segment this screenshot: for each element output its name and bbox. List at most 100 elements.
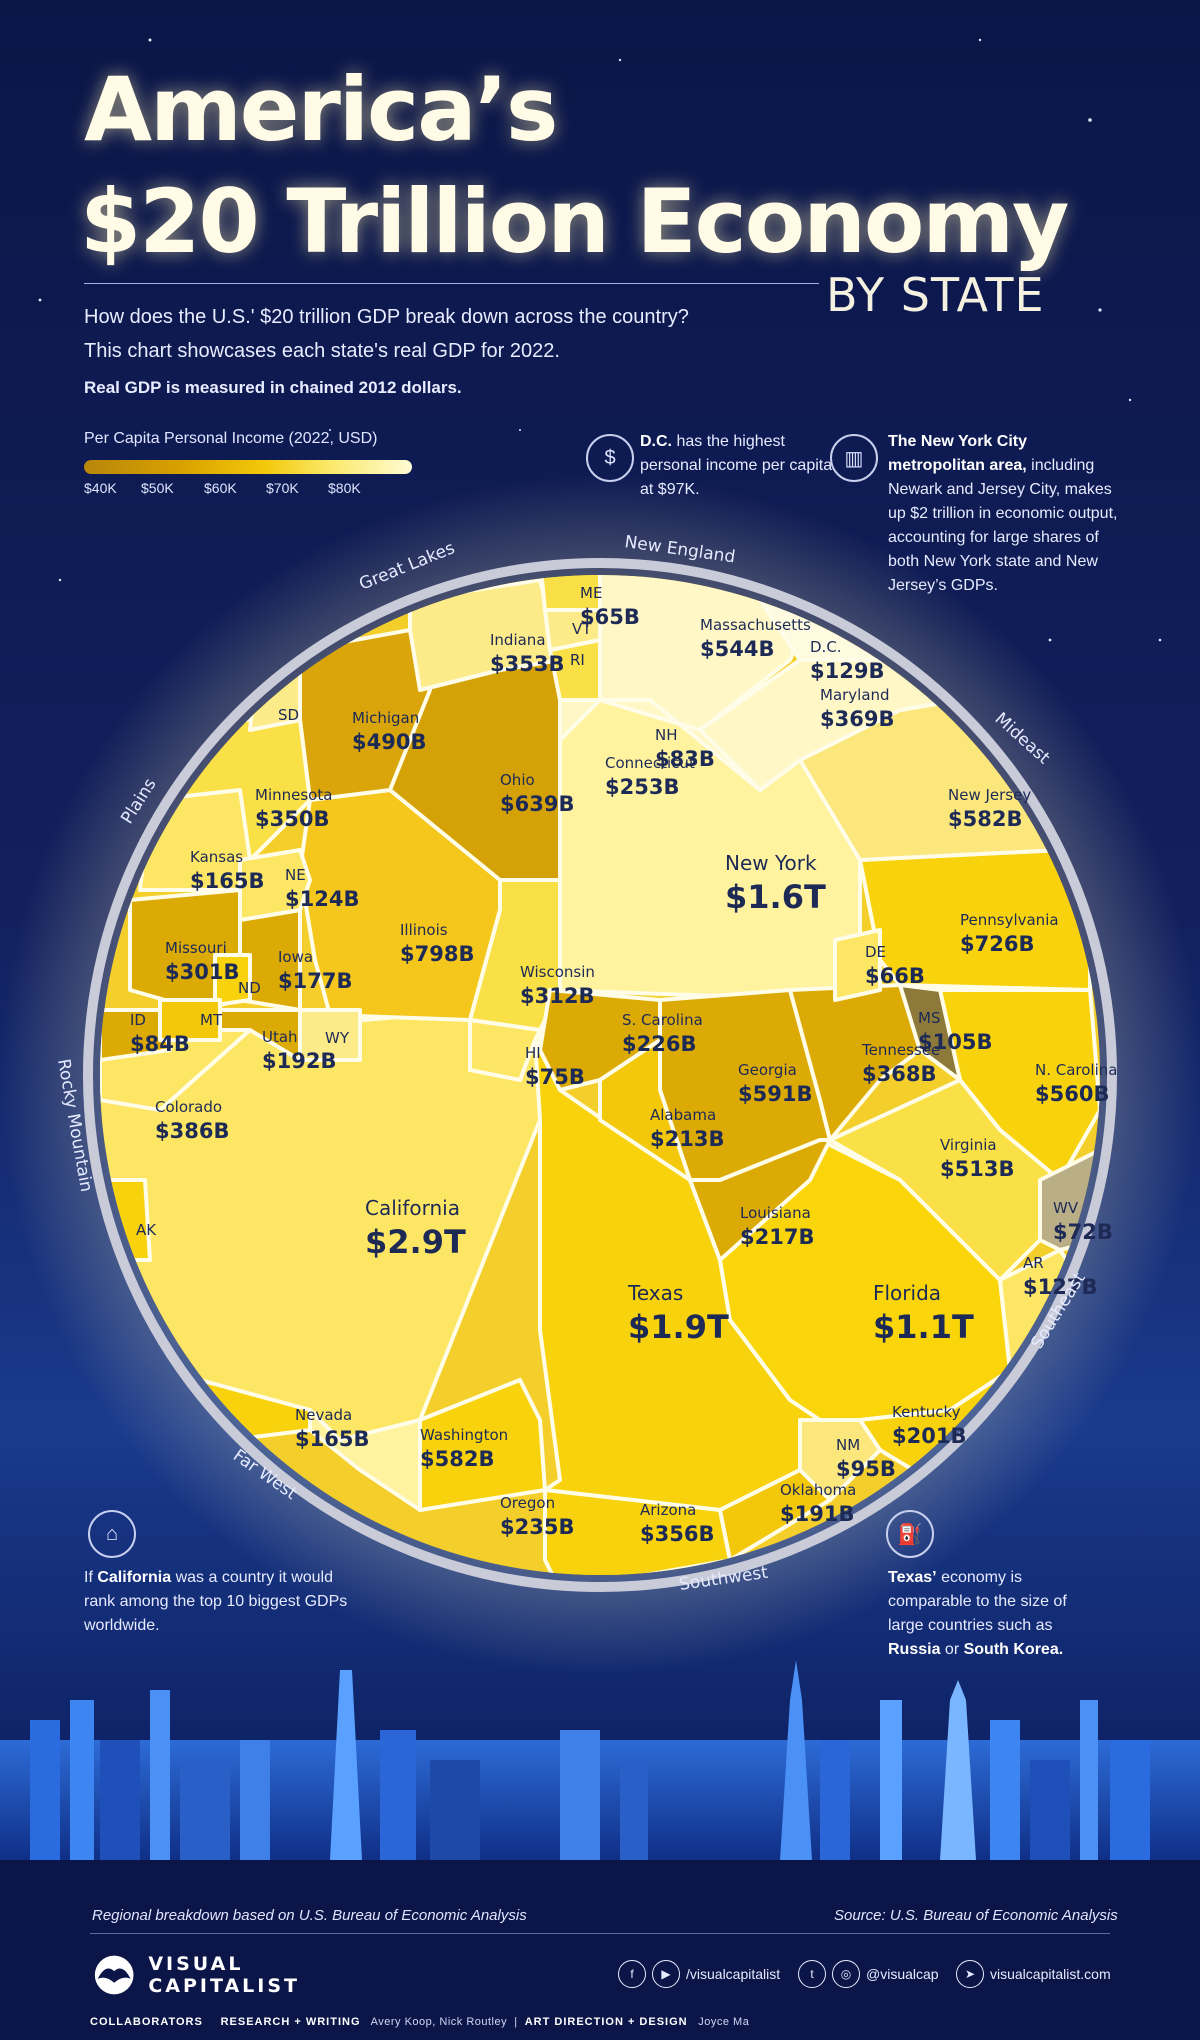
social-youtube-facebook[interactable]: f ▶ /visualcapitalist: [618, 1960, 780, 1988]
state-value-kentucky: $201B: [892, 1424, 966, 1448]
cursor-icon[interactable]: ➤: [956, 1960, 984, 1988]
cell-louisiana: [688, 1138, 832, 1262]
social-twitter-instagram[interactable]: t ◎ @visualcap: [798, 1960, 939, 1988]
state-value-oklahoma: $191B: [780, 1502, 854, 1526]
state-value-nm: $95B: [836, 1457, 896, 1481]
youtube-icon[interactable]: ▶: [652, 1960, 680, 1988]
state-label-california: California: [365, 1196, 460, 1220]
state-value-florida: $1.1T: [873, 1308, 974, 1346]
state-value-s-carolina: $226B: [622, 1032, 696, 1056]
social-handle-1[interactable]: /visualcapitalist: [686, 1966, 781, 1982]
cell-de: [833, 928, 882, 1002]
state-label-missouri: Missouri: [165, 939, 227, 957]
state-label-new-york: New York: [725, 851, 817, 875]
cell-mt: [158, 998, 222, 1042]
cell-wy: [298, 1008, 362, 1062]
state-value-nh: $83B: [655, 747, 715, 771]
state-label-texas: Texas: [627, 1281, 683, 1305]
page-title-line1: America’s: [84, 58, 558, 161]
state-label-d-c: D.C.: [810, 638, 842, 656]
state-value-utah: $192B: [262, 1049, 336, 1073]
state-value-washington: $582B: [420, 1447, 494, 1471]
cell-nm: [798, 1418, 882, 1502]
state-value-me: $65B: [580, 605, 640, 629]
legend-tick: $60K: [204, 480, 237, 496]
state-label-oklahoma: Oklahoma: [780, 1481, 856, 1499]
visual-capitalist-logo[interactable]: VISUAL CAPITALIST: [90, 1950, 300, 2000]
state-label-nm: NM: [836, 1436, 860, 1454]
legend-tick: $50K: [141, 480, 174, 496]
state-label-vt: VT: [572, 620, 592, 638]
instagram-icon[interactable]: ◎: [832, 1960, 860, 1988]
state-labels: California $2.9T Texas $1.9T New York $1.6T Fl…: [130, 584, 1117, 1546]
state-label-kentucky: Kentucky: [892, 1403, 961, 1421]
state-label-oregon: Oregon: [500, 1494, 555, 1512]
state-value-new-york: $1.6T: [725, 878, 826, 916]
state-label-ne: NE: [285, 866, 306, 884]
state-label-florida: Florida: [873, 1281, 941, 1305]
income-icon: $: [586, 434, 634, 482]
state-label-mt: MT: [200, 1011, 223, 1029]
state-label-ak: AK: [136, 1221, 157, 1239]
state-label-iowa: Iowa: [278, 948, 313, 966]
page-subtitle: BY STATE: [826, 268, 1045, 322]
title-divider: [84, 283, 819, 284]
state-label-hi: HI: [525, 1044, 541, 1062]
cell-arizona: [543, 1488, 732, 1575]
social-handle-2[interactable]: @visualcap: [866, 1966, 939, 1982]
cell-nd: [213, 953, 252, 1007]
bridge-icon: ⌂: [88, 1510, 136, 1558]
state-label-ar: AR: [1023, 1254, 1044, 1272]
note-texas-russia: Russia: [888, 1641, 941, 1658]
art-label: ART DIRECTION + DESIGN: [524, 2016, 688, 2028]
state-label-ms: MS: [918, 1009, 940, 1027]
twitter-icon[interactable]: t: [798, 1960, 826, 1988]
state-value-ohio: $639B: [500, 792, 574, 816]
legend-tick: $40K: [84, 480, 117, 496]
state-value-indiana: $353B: [490, 652, 564, 676]
state-value-minnesota: $350B: [255, 807, 329, 831]
state-label-arizona: Arizona: [640, 1501, 696, 1519]
state-value-virginia: $513B: [940, 1157, 1014, 1181]
state-value-kansas: $165B: [190, 869, 264, 893]
state-label-michigan: Michigan: [352, 709, 419, 727]
state-label-tennessee: Tennessee: [861, 1041, 940, 1059]
note-california-pre: If: [84, 1569, 93, 1586]
note-texas-bold: Texas’: [888, 1569, 937, 1586]
website-url[interactable]: visualcapitalist.com: [990, 1966, 1111, 1982]
state-label-illinois: Illinois: [400, 921, 448, 939]
state-label-new-jersey: New Jersey: [948, 786, 1031, 804]
state-cells: [100, 575, 1100, 1575]
facebook-icon[interactable]: f: [618, 1960, 646, 1988]
state-label-maryland: Maryland: [820, 686, 890, 704]
art-names: Joyce Ma: [698, 2016, 750, 2028]
state-label-s-carolina: S. Carolina: [622, 1011, 703, 1029]
vc-logo-word1: VISUAL: [148, 1953, 244, 1975]
state-label-nd: ND: [238, 979, 261, 997]
note-dc-text: has the highest personal income per capi…: [640, 433, 833, 498]
note-texas-korea: South Korea.: [963, 1641, 1064, 1658]
state-value-massachusetts: $544B: [700, 637, 774, 661]
note-california: If California was a country it would ran…: [84, 1566, 354, 1638]
state-value-ar: $127B: [1023, 1275, 1097, 1299]
cell-vt: [543, 608, 602, 652]
intro-line2: This chart showcases each state's real G…: [84, 340, 560, 362]
stars: [38, 38, 1162, 642]
note-dc-bold: D.C.: [640, 433, 672, 450]
intro-line1: How does the U.S.' $20 trillion GDP brea…: [84, 306, 689, 328]
state-label-louisiana: Louisiana: [740, 1204, 811, 1222]
state-label-colorado: Colorado: [155, 1098, 222, 1116]
legend-color-bar: [84, 460, 412, 474]
note-nyc: The New York City metropolitan area, inc…: [888, 430, 1128, 598]
state-value-maryland: $369B: [820, 707, 894, 731]
note-texas-text: economy is comparable to the size of lar…: [888, 1569, 1067, 1634]
state-value-texas: $1.9T: [628, 1308, 729, 1346]
website-link[interactable]: ➤ visualcapitalist.com: [956, 1960, 1111, 1988]
state-value-georgia: $591B: [738, 1082, 812, 1106]
footer-divider: [90, 1933, 1110, 1934]
state-label-nh: NH: [655, 726, 678, 744]
collaborators: COLLABORATORS RESEARCH + WRITING Avery K…: [90, 2016, 750, 2028]
note-nyc-text: including Newark and Jersey City, makes …: [888, 457, 1118, 594]
state-value-n-carolina: $560B: [1035, 1082, 1109, 1106]
